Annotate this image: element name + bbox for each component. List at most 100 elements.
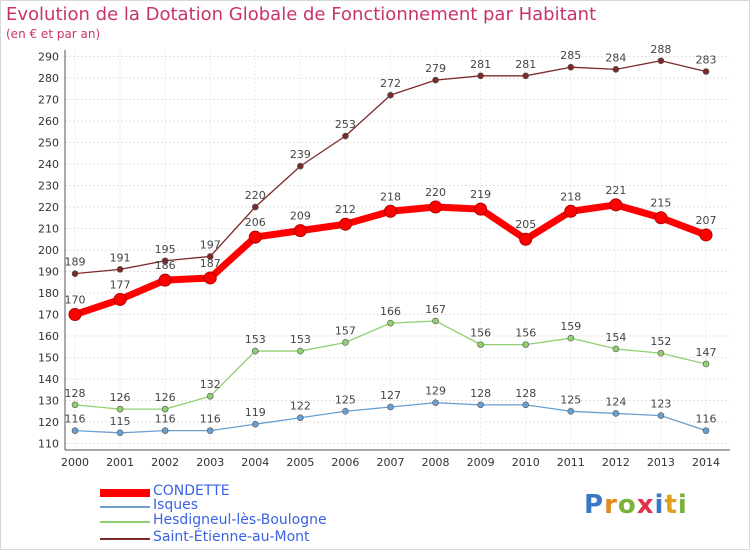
data-point-hesdigneul-les-boulogne (567, 334, 575, 342)
proxiti-logo: Proxiti (584, 490, 688, 520)
data-label-isques: 125 (560, 393, 581, 406)
x-tick-label: 2000 (61, 456, 89, 469)
x-tick-label: 2002 (151, 456, 179, 469)
data-point-hesdigneul-les-boulogne (522, 341, 530, 348)
y-tick-label: 270 (38, 93, 59, 106)
x-tick-label: 2009 (467, 456, 495, 469)
data-point-hesdigneul-les-boulogne (251, 347, 259, 355)
x-tick-label: 2014 (692, 456, 720, 469)
data-point-saint-etienne-au-mont (206, 253, 214, 260)
data-point-hesdigneul-les-boulogne (612, 345, 620, 353)
y-tick-label: 240 (38, 158, 59, 171)
data-point-isques (206, 427, 214, 434)
legend-label: Isques (153, 497, 199, 513)
data-point-hesdigneul-les-boulogne (116, 405, 124, 413)
data-point-saint-etienne-au-mont (612, 66, 620, 73)
data-label-isques: 119 (245, 406, 266, 419)
data-point-saint-etienne-au-mont (161, 257, 169, 265)
x-tick-label: 2006 (331, 456, 359, 469)
data-label-saint-etienne-au-mont: 272 (380, 77, 401, 90)
data-label-hesdigneul-les-boulogne: 156 (515, 327, 536, 340)
data-point-isques (161, 427, 169, 434)
data-label-isques: 125 (335, 393, 356, 406)
data-point-isques (567, 407, 575, 415)
data-point-hesdigneul-les-boulogne (342, 339, 349, 346)
y-tick-label: 260 (38, 115, 59, 128)
data-label-isques: 116 (696, 413, 717, 426)
data-label-hesdigneul-les-boulogne: 153 (245, 333, 266, 346)
x-tick-label: 2013 (647, 456, 675, 469)
data-label-isques: 116 (200, 413, 221, 426)
x-tick-label: 2004 (241, 456, 269, 469)
data-label-saint-etienne-au-mont: 283 (696, 54, 717, 67)
data-point-condette (609, 198, 623, 212)
data-label-hesdigneul-les-boulogne: 152 (650, 335, 671, 348)
x-tick-label: 2003 (196, 456, 224, 469)
data-point-saint-etienne-au-mont (71, 270, 79, 277)
data-label-saint-etienne-au-mont: 279 (425, 62, 446, 75)
y-tick-label: 230 (38, 179, 59, 192)
legend-label: Hesdigneul-lès-Boulogne (153, 512, 327, 528)
data-point-isques (116, 429, 124, 437)
x-tick-label: 2011 (557, 456, 585, 469)
data-label-saint-etienne-au-mont: 220 (245, 189, 266, 202)
data-point-condette (474, 202, 488, 216)
x-tick-label: 2001 (106, 456, 134, 469)
data-point-isques (612, 410, 620, 417)
data-point-hesdigneul-les-boulogne (297, 347, 304, 355)
data-label-saint-etienne-au-mont: 284 (605, 51, 626, 64)
data-label-isques: 122 (290, 400, 311, 413)
data-label-hesdigneul-les-boulogne: 154 (605, 331, 626, 344)
data-label-isques: 124 (605, 395, 626, 408)
legend-label: Saint-Étienne-au-Mont (153, 529, 310, 545)
data-label-condette: 186 (155, 259, 176, 272)
data-point-saint-etienne-au-mont (567, 63, 575, 71)
data-label-condette: 218 (380, 190, 401, 203)
data-label-hesdigneul-les-boulogne: 147 (696, 346, 717, 359)
data-label-hesdigneul-les-boulogne: 132 (200, 378, 221, 391)
data-point-isques (522, 401, 530, 409)
x-tick-label: 2007 (377, 456, 405, 469)
data-label-condette: 218 (560, 190, 581, 203)
data-point-condette (248, 230, 262, 244)
data-label-hesdigneul-les-boulogne: 157 (335, 324, 356, 337)
data-label-saint-etienne-au-mont: 239 (290, 148, 311, 161)
data-point-hesdigneul-les-boulogne (477, 341, 484, 348)
data-label-hesdigneul-les-boulogne: 128 (65, 387, 86, 400)
data-label-hesdigneul-les-boulogne: 153 (290, 333, 311, 346)
data-label-saint-etienne-au-mont: 195 (155, 243, 176, 256)
y-tick-label: 110 (38, 438, 59, 451)
x-tick-label: 2010 (512, 456, 540, 469)
y-tick-label: 120 (38, 416, 59, 429)
data-label-isques: 128 (515, 387, 536, 400)
data-label-condette: 219 (470, 188, 491, 201)
y-tick-label: 150 (38, 352, 59, 365)
data-point-hesdigneul-les-boulogne (432, 317, 439, 325)
data-point-condette (203, 271, 217, 285)
data-point-condette (654, 211, 668, 225)
data-point-saint-etienne-au-mont (251, 203, 259, 211)
y-tick-label: 250 (38, 136, 59, 149)
data-point-saint-etienne-au-mont (702, 68, 710, 75)
data-label-isques: 115 (110, 415, 131, 428)
data-label-hesdigneul-les-boulogne: 167 (425, 303, 446, 316)
data-point-condette (564, 204, 578, 218)
y-tick-label: 130 (38, 395, 59, 408)
data-label-condette: 170 (65, 294, 86, 307)
data-point-saint-etienne-au-mont (522, 72, 530, 80)
data-point-isques (297, 414, 304, 422)
data-point-hesdigneul-les-boulogne (702, 360, 710, 368)
chart-title: Evolution de la Dotation Globale de Fonc… (6, 4, 597, 25)
data-point-saint-etienne-au-mont (432, 76, 439, 84)
legend-label: CONDETTE (153, 483, 230, 499)
data-point-isques (71, 427, 79, 434)
y-tick-label: 170 (38, 309, 59, 322)
data-label-condette: 215 (650, 197, 671, 210)
data-point-saint-etienne-au-mont (342, 132, 349, 140)
data-point-condette (384, 204, 397, 218)
data-label-saint-etienne-au-mont: 285 (560, 49, 581, 62)
data-label-condette: 205 (515, 218, 536, 231)
y-tick-label: 140 (38, 373, 59, 386)
legend-swatch (100, 538, 150, 540)
data-label-hesdigneul-les-boulogne: 156 (470, 327, 491, 340)
